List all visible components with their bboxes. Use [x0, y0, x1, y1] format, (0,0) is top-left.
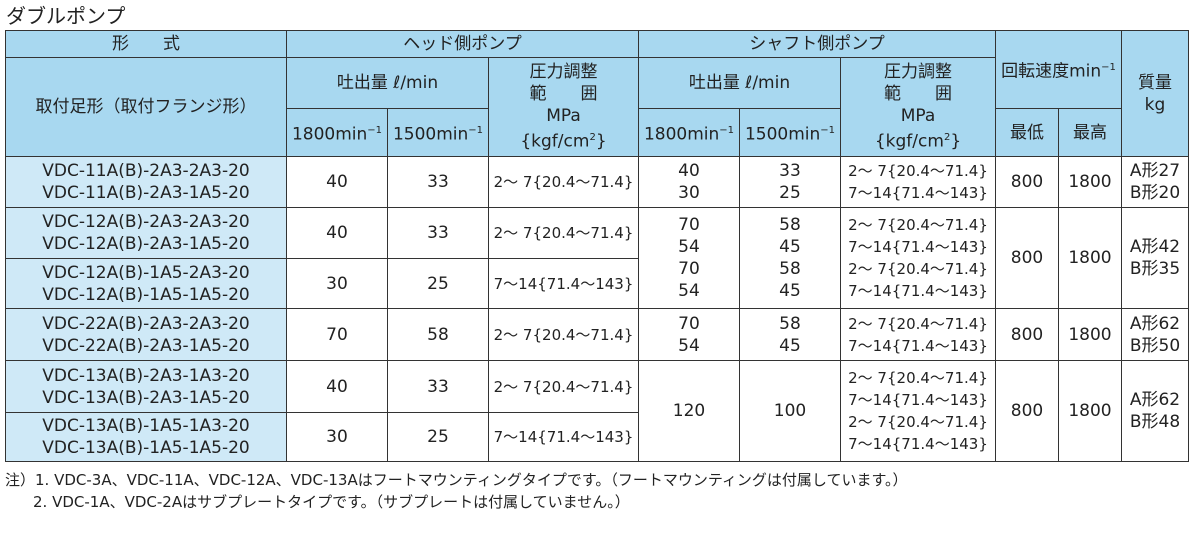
- model-cell: VDC-12A(B)-1A5-2A3-20 VDC-12A(B)-1A5-1A5-…: [5, 258, 287, 309]
- head-pressure-cell: 2～ 7{20.4～71.4}: [488, 308, 639, 361]
- header-mounting: 取付足形（取付フランジ形）: [5, 57, 287, 157]
- header-head-1500: 1500min−1: [387, 108, 489, 157]
- head-1800-cell: 30: [286, 258, 388, 309]
- min-speed-cell: 800: [995, 308, 1059, 361]
- header-min-speed: 最低: [995, 108, 1059, 157]
- header-shaft-pressure-range: 圧力調整範 囲 MPa {kgf/cm2}: [840, 57, 996, 157]
- head-pressure-cell: 7～14{71.4～143}: [488, 258, 639, 309]
- max-speed-cell: 1800: [1058, 207, 1122, 309]
- shaft-1800-cell: 120: [638, 360, 740, 462]
- header-head-side-pump: ヘッド側ポンプ: [286, 30, 639, 58]
- max-speed-cell: 1800: [1058, 156, 1122, 208]
- mass-cell: A形62 B形50: [1121, 308, 1189, 361]
- table-row: VDC-13A(B)-2A3-1A3-20 VDC-13A(B)-2A3-1A5-…: [5, 360, 1189, 462]
- head-1800-cell: 30: [286, 412, 388, 462]
- head-1800-cell: 40: [286, 207, 388, 259]
- head-pressure-cell: 2～ 7{20.4～71.4}: [488, 156, 639, 208]
- mass-cell: A形27 B形20: [1121, 156, 1189, 208]
- shaft-1500-cell: 100: [739, 360, 841, 462]
- shaft-1500-cell: 58 45: [739, 308, 841, 361]
- head-pressure-cell: 7～14{71.4～143}: [488, 412, 639, 462]
- header-keishiki: 形 式: [5, 30, 287, 58]
- header-head-discharge: 吐出量 ℓ/min: [286, 57, 489, 109]
- min-speed-cell: 800: [995, 207, 1059, 309]
- shaft-pressure-cell: 2～ 7{20.4～71.4} 7～14{71.4～143}: [840, 156, 996, 208]
- shaft-1800-cell: 70 54 70 54: [638, 207, 740, 309]
- head-1500-cell: 25: [387, 412, 489, 462]
- table-row: VDC-13A(B)-1A5-1A3-20 VDC-13A(B)-1A5-1A5-…: [5, 412, 1189, 462]
- max-speed-cell: 1800: [1058, 360, 1122, 462]
- table-row: VDC-12A(B)-2A3-2A3-20 VDC-12A(B)-2A3-1A5-…: [5, 207, 1189, 309]
- min-speed-cell: 800: [995, 360, 1059, 462]
- model-cell: VDC-11A(B)-2A3-2A3-20 VDC-11A(B)-2A3-1A5-…: [5, 156, 287, 208]
- model-cell: VDC-13A(B)-1A5-1A3-20 VDC-13A(B)-1A5-1A5-…: [5, 412, 287, 462]
- model-cell: VDC-12A(B)-2A3-2A3-20 VDC-12A(B)-2A3-1A5-…: [5, 207, 287, 259]
- shaft-1800-cell: 70 54: [638, 308, 740, 361]
- head-1500-cell: 33: [387, 156, 489, 208]
- head-1500-cell: 33: [387, 360, 489, 413]
- shaft-1500-cell: 33 25: [739, 156, 841, 208]
- shaft-pressure-cell: 2～ 7{20.4～71.4} 7～14{71.4～143}: [840, 308, 996, 361]
- shaft-1800-cell: 40 30: [638, 156, 740, 208]
- header-shaft-side-pump: シャフト側ポンプ: [638, 30, 996, 58]
- shaft-pressure-cell: 2～ 7{20.4～71.4} 7～14{71.4～143} 2～ 7{20.4～7…: [840, 360, 996, 462]
- max-speed-cell: 1800: [1058, 308, 1122, 361]
- header-head-1800: 1800min−1: [286, 108, 388, 157]
- footnotes: 注）1. VDC-3A、VDC-11A、VDC-12A、VDC-13Aはフートマ…: [5, 469, 907, 513]
- table-row: VDC-22A(B)-2A3-2A3-20 VDC-22A(B)-2A3-1A5-…: [5, 308, 1189, 361]
- head-1500-cell: 58: [387, 308, 489, 361]
- footnote-2: 2. VDC-1A、VDC-2Aはサブプレートタイプです。（サブプレートは付属し…: [33, 493, 630, 511]
- header-head-pressure-range: 圧力調整範 囲 MPa {kgf/cm2}: [488, 57, 639, 157]
- head-pressure-cell: 2～ 7{20.4～71.4}: [488, 207, 639, 259]
- mass-cell: A形62 B形48: [1121, 360, 1189, 462]
- header-max-speed: 最高: [1058, 108, 1122, 157]
- head-1500-cell: 25: [387, 258, 489, 309]
- model-cell: VDC-13A(B)-2A3-1A3-20 VDC-13A(B)-2A3-1A5-…: [5, 360, 287, 413]
- header-rotation-speed: 回転速度min−1: [995, 30, 1122, 109]
- shaft-1500-cell: 58 45 58 45: [739, 207, 841, 309]
- shaft-pressure-cell: 2～ 7{20.4～71.4} 7～14{71.4～143} 2～ 7{20.4～7…: [840, 207, 996, 309]
- model-cell: VDC-22A(B)-2A3-2A3-20 VDC-22A(B)-2A3-1A5-…: [5, 308, 287, 361]
- header-shaft-1800: 1800min−1: [638, 108, 740, 157]
- table-row: VDC-12A(B)-1A5-2A3-20 VDC-12A(B)-1A5-1A5-…: [5, 258, 1189, 309]
- double-pump-spec-table: 形 式 ヘッド側ポンプ シャフト側ポンプ 回転速度min−1 質量 kg 取付足形…: [5, 30, 1189, 462]
- head-1800-cell: 40: [286, 156, 388, 208]
- table-row: VDC-11A(B)-2A3-2A3-20 VDC-11A(B)-2A3-1A5-…: [5, 156, 1189, 208]
- footnote-1: 注）1. VDC-3A、VDC-11A、VDC-12A、VDC-13Aはフートマ…: [5, 471, 908, 489]
- header-shaft-1500: 1500min−1: [739, 108, 841, 157]
- head-1800-cell: 70: [286, 308, 388, 361]
- head-1800-cell: 40: [286, 360, 388, 413]
- head-1500-cell: 33: [387, 207, 489, 259]
- header-shaft-discharge: 吐出量 ℓ/min: [638, 57, 841, 109]
- header-mass: 質量 kg: [1121, 30, 1189, 157]
- page-title: ダブルポンプ: [6, 4, 126, 28]
- min-speed-cell: 800: [995, 156, 1059, 208]
- head-pressure-cell: 2～ 7{20.4～71.4}: [488, 360, 639, 413]
- mass-cell: A形42 B形35: [1121, 207, 1189, 309]
